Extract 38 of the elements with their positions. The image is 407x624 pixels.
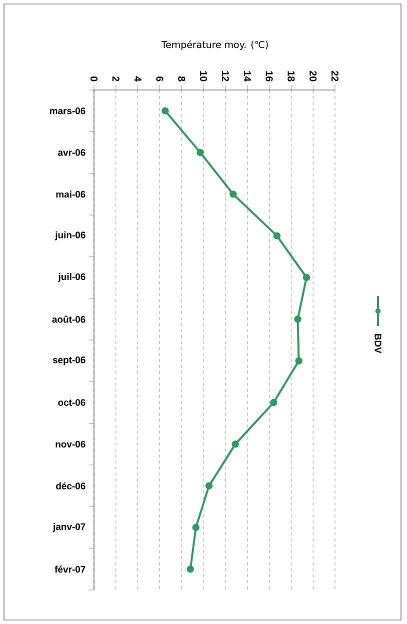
x-tick-label: 12 — [222, 71, 229, 82]
y-tick-label: août-06 — [52, 316, 86, 323]
point — [186, 566, 194, 573]
y-tick-label: déc-06 — [56, 482, 86, 490]
y-tick-label: juin-06 — [55, 231, 86, 240]
point — [192, 524, 200, 532]
x-tick-label: 18 — [288, 71, 295, 82]
point — [232, 440, 239, 448]
point — [295, 357, 302, 364]
y-tick-label: févr-07 — [54, 566, 86, 573]
point — [205, 482, 213, 490]
y-tick-label: janv-07 — [52, 523, 86, 532]
x-tick-label: 14 — [244, 71, 251, 82]
point — [294, 316, 302, 323]
x-tick-label: 2 — [112, 76, 120, 82]
point — [196, 148, 204, 156]
y-tick-label: mai-06 — [56, 190, 86, 198]
point — [230, 190, 237, 198]
y-tick-label: oct-06 — [58, 399, 86, 406]
x-tick-label: 22 — [332, 70, 338, 82]
x-tick-label: 6 — [156, 76, 164, 82]
y-tick-label: nov-06 — [56, 440, 86, 448]
x-tick-label: 8 — [178, 76, 186, 82]
point — [302, 274, 310, 282]
text: BDV — [374, 334, 382, 354]
chart-title: Température moy. (℃) — [161, 40, 268, 50]
x-tick-label: 0 — [90, 76, 98, 82]
x-tick-label: 4 — [134, 76, 142, 82]
x-tick-label: 16 — [266, 71, 273, 82]
point — [273, 232, 281, 240]
y-tick-label: juil-06 — [58, 273, 86, 282]
y-tick-label: avr-06 — [58, 149, 86, 156]
x-tick-label: 10 — [200, 71, 208, 82]
point — [162, 107, 169, 114]
y-tick-label: mars-06 — [50, 107, 86, 114]
y-tick-label: sept-06 — [52, 356, 86, 366]
x-tick-label: 20 — [310, 70, 317, 82]
point — [270, 398, 278, 406]
